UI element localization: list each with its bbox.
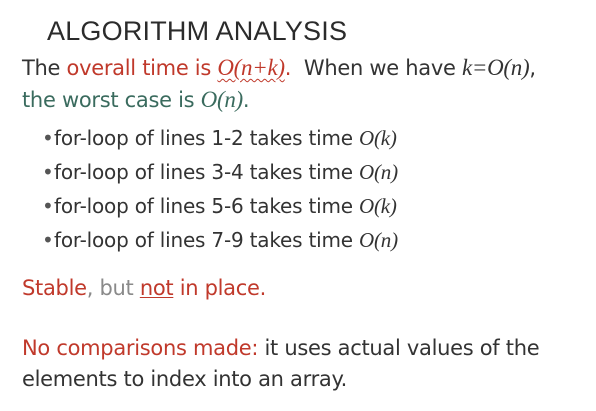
stable-word: Stable xyxy=(22,276,87,300)
bullet-text: for-loop of lines 7-9 takes time xyxy=(54,228,360,252)
worst-case-label: the worst case is xyxy=(22,88,201,112)
note-highlight: No comparisons made: xyxy=(22,336,259,360)
bullet-list: •for-loop of lines 1-2 takes time O(k) •… xyxy=(42,124,398,260)
overall-complexity: O(n+k) xyxy=(217,55,285,80)
worst-case-value: O(n) xyxy=(200,87,244,112)
no-comparisons-note: No comparisons made: it uses actual valu… xyxy=(22,333,582,395)
intro-line-2: the worst case is O(n). xyxy=(22,87,250,113)
bullet-dot-icon: • xyxy=(42,194,54,218)
bullet-dot-icon: • xyxy=(42,160,54,184)
intro-when: When we have xyxy=(303,56,462,80)
not-word: not xyxy=(139,276,174,300)
list-item: •for-loop of lines 3-4 takes time O(n) xyxy=(42,158,398,192)
list-item: •for-loop of lines 7-9 takes time O(n) xyxy=(42,226,398,260)
bullet-bound: O(k) xyxy=(359,126,397,150)
intro-line-1: The overall time is O(n+k). When we have… xyxy=(22,55,536,81)
list-item: •for-loop of lines 5-6 takes time O(k) xyxy=(42,192,398,226)
intro-period: . xyxy=(284,56,298,80)
bullet-dot-icon: • xyxy=(42,126,54,150)
list-item: •for-loop of lines 1-2 takes time O(k) xyxy=(42,124,398,158)
bullet-bound: O(n) xyxy=(359,160,398,184)
note-rest: it uses actual values of the elements to… xyxy=(22,336,540,391)
stability-line: Stable, but not in place. xyxy=(22,276,266,300)
worst-case-end: . xyxy=(242,88,250,112)
intro-the: The xyxy=(22,56,67,80)
bullet-bound: O(k) xyxy=(359,194,397,218)
slide-title: ALGORITHM ANALYSIS xyxy=(47,16,348,46)
bullet-text: for-loop of lines 5-6 takes time xyxy=(54,194,360,218)
intro-comma: , xyxy=(529,56,536,80)
bullet-bound: O(n) xyxy=(359,228,398,252)
bullet-text: for-loop of lines 1-2 takes time xyxy=(54,126,360,150)
intro-condition: k=O(n) xyxy=(461,55,530,80)
in-place-word: in place. xyxy=(173,276,267,300)
bullet-dot-icon: • xyxy=(42,228,54,252)
bullet-text: for-loop of lines 3-4 takes time xyxy=(54,160,360,184)
intro-overall-time: overall time is xyxy=(66,56,218,80)
but-word: , but xyxy=(86,276,140,300)
